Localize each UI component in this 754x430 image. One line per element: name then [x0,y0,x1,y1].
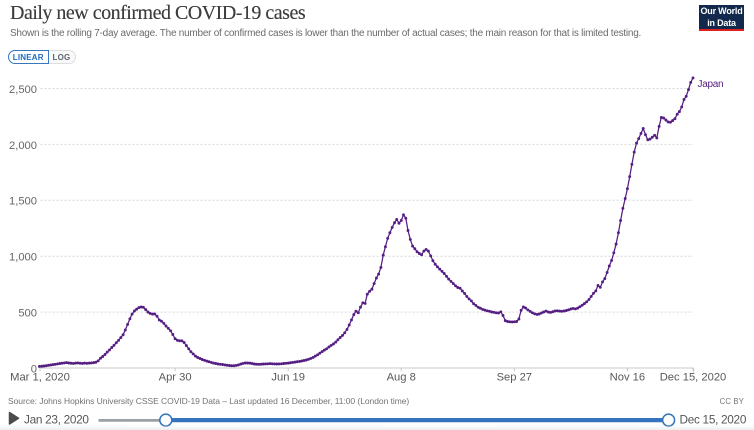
svg-text:Nov 16: Nov 16 [610,372,645,384]
svg-text:Dec 15, 2020: Dec 15, 2020 [680,413,747,427]
svg-text:1,000: 1,000 [9,252,37,264]
svg-text:0: 0 [31,363,37,375]
svg-text:2,500: 2,500 [9,84,37,96]
svg-text:Japan: Japan [698,79,724,90]
svg-text:2,000: 2,000 [9,140,37,152]
svg-text:1,500: 1,500 [9,196,37,208]
svg-text:Jun 19: Jun 19 [271,372,305,384]
svg-text:Aug 8: Aug 8 [387,372,416,384]
svg-text:Dec 15, 2020: Dec 15, 2020 [660,372,727,384]
svg-text:Apr 30: Apr 30 [159,372,192,384]
svg-text:Jan 23, 2020: Jan 23, 2020 [24,413,89,427]
svg-text:Sep 27: Sep 27 [497,372,532,384]
svg-text:500: 500 [18,308,37,320]
svg-text:Mar 1, 2020: Mar 1, 2020 [10,372,70,384]
